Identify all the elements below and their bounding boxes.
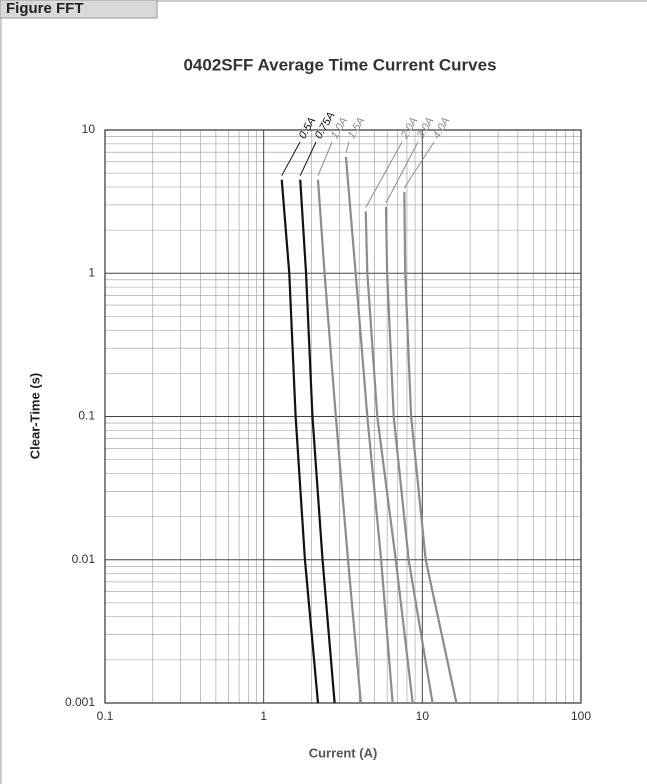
curve	[364, 211, 414, 704]
leader-line	[385, 141, 419, 204]
series-label: 1.5A	[346, 115, 368, 141]
series-label: 4.0A	[431, 115, 453, 141]
curve	[384, 206, 434, 704]
curve	[403, 191, 458, 704]
chart-title: 0402SFF Average Time Current Curves	[183, 55, 496, 74]
leader-line	[403, 141, 435, 189]
curve	[299, 179, 336, 704]
y-tick-label: 0.01	[72, 552, 96, 566]
y-axis-label: Clear-Time (s)	[27, 373, 42, 459]
leader-line	[365, 141, 403, 208]
y-tick-label: 0.1	[78, 409, 95, 423]
leader-line	[281, 141, 301, 176]
plot-border	[104, 129, 582, 704]
tab	[0, 0, 158, 19]
x-tick-label: 100	[571, 709, 591, 723]
x-tick-label: 1	[260, 709, 267, 723]
y-tick-label: 10	[82, 122, 96, 136]
x-tick-label: 10	[416, 709, 430, 723]
x-axis-label: Current (A)	[309, 745, 378, 760]
curve	[344, 156, 394, 704]
y-tick-label: 1	[88, 265, 95, 279]
tab-label: Figure FFT	[6, 0, 84, 17]
series-label: 2.0A	[398, 115, 420, 141]
y-tick-label: 0.001	[65, 695, 95, 709]
leader-line	[299, 141, 317, 176]
x-tick-label: 0.1	[97, 709, 114, 723]
curve	[316, 179, 362, 704]
leader-line	[345, 141, 350, 153]
curve	[280, 179, 320, 704]
leader-line	[317, 141, 333, 176]
